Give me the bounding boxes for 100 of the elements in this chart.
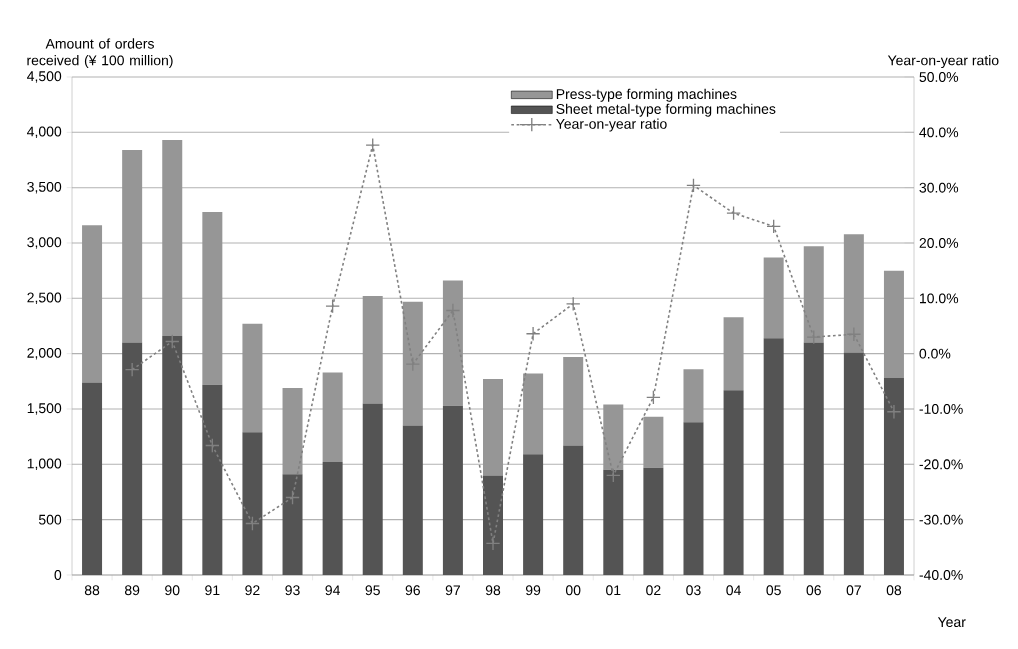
x-tick-label: 96 [405,585,420,596]
bar [683,369,704,423]
y-tick-label: 2,000 [27,347,62,360]
x-tick-label: 89 [124,585,140,596]
y2-axis-title: Year-on-year ratio [887,55,999,69]
x-tick-label: 03 [686,585,701,596]
x-tick-label: 92 [245,585,260,596]
point [806,329,822,345]
bar [162,335,183,575]
bar [683,422,704,575]
y2-tick-label: 0.0% [919,348,951,359]
point [525,326,541,342]
y-tick-label: 1,500 [27,403,62,415]
x-tick-label: 95 [365,585,380,596]
x-tick-label: 98 [485,585,501,596]
y-tick-label: 0 [54,570,62,580]
bar [523,373,544,455]
bar [883,378,904,575]
y-axis-title: Amount of orders received (¥ 100 million) [27,38,173,69]
x-tick-label: 99 [525,585,541,596]
y2-tick-label: 40.0% [919,127,959,138]
y2-tick-label: -10.0% [919,404,963,414]
point [445,303,461,318]
y-tick-label: 1,000 [27,458,62,471]
bar [322,462,343,575]
bar [843,234,864,353]
bar [603,404,624,470]
y2-tick-label: -30.0% [919,514,963,525]
point [205,438,220,453]
bar [763,257,784,339]
point [766,219,782,234]
point [886,404,902,420]
bar [803,246,824,343]
bar [82,382,103,575]
x-tick-label: 91 [205,585,220,596]
point [405,356,421,372]
bar [883,270,904,378]
legend-label: Year-on-year ratio [556,118,667,132]
bar [723,317,744,391]
y-tick-label: 3,500 [27,181,62,194]
point [365,137,381,153]
x-tick-label: 06 [806,585,821,596]
y2-tick-label: -40.0% [919,570,963,580]
bar [242,432,263,575]
x-tick-label: 04 [726,585,741,596]
y2-tick-label: -20.0% [919,459,963,470]
bar [843,352,864,575]
point [726,205,741,221]
y2-tick-label: 20.0% [919,238,959,248]
x-tick-label: 93 [285,585,300,596]
bar [402,301,423,426]
y2-tick-label: 10.0% [920,293,959,304]
bar [603,469,624,575]
point [285,490,300,505]
point [325,298,340,314]
x-tick-label: 88 [84,585,100,596]
bar [202,212,223,385]
x-tick-label: 00 [565,585,581,596]
x-tick-label: 07 [846,585,861,596]
bar [162,140,183,336]
bar [563,356,584,446]
y-tick-label: 4,500 [27,71,62,83]
bar [643,416,664,468]
y2-tick-label: 50.0% [919,72,959,82]
bar [803,342,824,575]
y-tick-label: 500 [38,514,62,525]
point [164,334,180,349]
y-tick-label: 4,000 [27,126,62,139]
x-tick-label: 05 [766,585,781,596]
legend-label: Press-type forming machines [556,88,737,102]
point [686,178,701,193]
bar [442,280,463,406]
bar [82,225,103,383]
bar [523,454,544,575]
bar [723,390,744,575]
x-axis-title: Year [937,617,966,628]
bar [362,296,383,404]
bar [362,403,383,575]
x-tick-label: 08 [886,585,902,596]
bar [282,387,303,475]
point [124,362,140,378]
x-tick-label: 90 [165,585,180,596]
x-tick-label: 02 [646,585,661,596]
bar [483,475,503,575]
point [245,516,260,531]
x-tick-label: 01 [606,585,621,596]
bar [122,342,143,575]
y2-tick-label: 30.0% [919,182,959,193]
bar [763,338,784,575]
bar [643,467,664,575]
bar [282,474,303,575]
legend-label: Sheet metal-type forming machines [556,103,776,117]
bar [483,379,503,476]
bar [322,372,343,463]
y-tick-label: 3,000 [27,237,62,249]
x-tick-label: 97 [445,585,460,596]
point [646,390,661,405]
point [485,536,501,551]
point [846,326,862,342]
bar [402,425,423,575]
